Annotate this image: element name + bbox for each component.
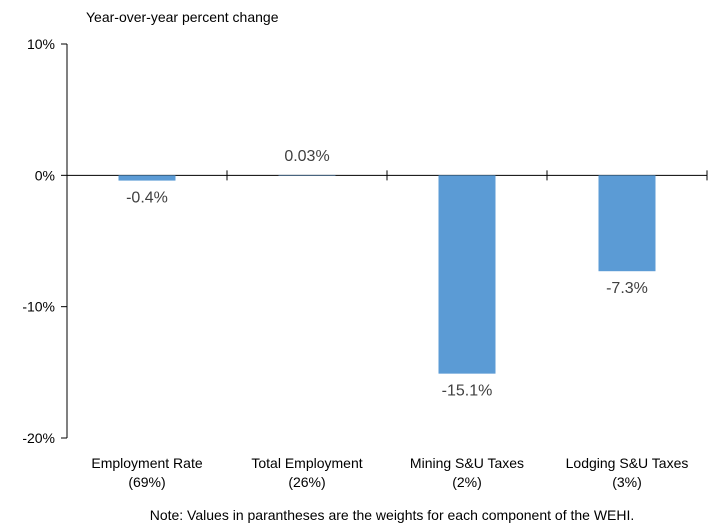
x-tick-label: (2%) (452, 474, 482, 490)
data-label: 0.03% (284, 148, 329, 165)
data-label: -7.3% (606, 280, 648, 297)
plot-area: 10% 0% -10% -20% -0.4% Employment Rate (69%) 0.… (22, 36, 708, 490)
x-tick-label: (26%) (288, 474, 325, 490)
x-tick-label: Total Employment (251, 455, 362, 471)
y-tick-label: -10% (22, 299, 55, 315)
bar (278, 174, 336, 176)
y-tick-label: 10% (27, 36, 55, 52)
x-tick-label: Mining S&U Taxes (410, 455, 524, 471)
y-tick-label: -20% (22, 430, 55, 446)
x-tick-label: (69%) (128, 474, 165, 490)
data-label: -0.4% (126, 190, 168, 207)
y-axis-title: Year-over-year percent change (86, 9, 279, 25)
x-tick-label: Lodging S&U Taxes (566, 455, 689, 471)
bar (118, 175, 176, 181)
bar (438, 175, 496, 374)
x-tick-label: (3%) (612, 474, 642, 490)
x-tick-label: Employment Rate (91, 455, 202, 471)
bar (598, 175, 656, 272)
y-tick-label: 0% (35, 167, 55, 183)
data-label: -15.1% (442, 383, 493, 400)
chart-note: Note: Values in parantheses are the weig… (150, 507, 635, 523)
